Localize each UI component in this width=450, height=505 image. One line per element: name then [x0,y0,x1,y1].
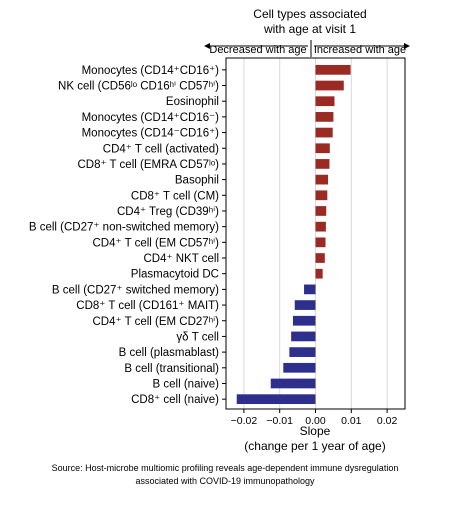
bar [315,143,330,154]
decreased-direction-arrow [204,43,308,49]
bar [294,300,316,310]
increased-with-age-label: Increased with age [314,44,406,56]
bar [236,394,316,405]
category-label: CD4⁺ NKT cell [143,253,219,265]
category-label: CD8⁺ T cell (EMRA CD57ˡᵒ) [77,159,219,171]
bar [315,206,327,216]
category-label: B cell (transitional) [124,363,219,375]
bar [270,378,316,389]
bar [292,315,316,326]
bar [315,112,334,122]
bar [304,284,316,295]
category-label: B cell (plasmablast) [119,347,220,359]
category-label: CD4⁺ T cell (EM CD27ʰⁱ) [93,315,220,328]
category-label: CD4⁺ T cell (activated) [103,143,219,155]
bar [291,331,316,342]
bar [315,253,325,263]
chart-header: Cell types associated with age at visit … [204,7,410,57]
category-label: Plasmacytoid DC [131,269,219,281]
category-labels: Monocytes (CD14⁺CD16⁺) NK cell (CD56ˡᵒ CD… [29,65,226,406]
bar [315,80,344,91]
category-label: B cell (CD27⁺ switched memory) [52,284,219,296]
bars [236,64,351,405]
x-tick-label: −0.01 [266,415,293,427]
bar [315,190,328,201]
x-tick-label: 0.01 [341,415,362,427]
source-note-line-2: associated with COVID-19 immunopathology [135,476,315,486]
chart-title-line-1: Cell types associated [253,7,366,21]
category-label: Eosinophil [166,96,219,108]
decreased-with-age-label: Decreased with age [209,44,306,56]
x-tick-label: 0.00 [305,415,326,427]
category-label: Monocytes (CD14⁻CD16⁺) [82,128,220,140]
bar [315,221,326,232]
category-label: B cell (CD27⁺ non-switched memory) [29,222,219,234]
x-tick-label: 0.02 [377,415,398,427]
bar [315,96,335,107]
x-axis-title-line-1: Slope [300,424,331,438]
bar [315,64,351,75]
category-label: Monocytes (CD14⁺CD16⁺) [82,65,220,77]
category-label: Monocytes (CD14⁺CD16⁻) [82,112,220,124]
category-label: CD8⁺ T cell (CD161⁺ MAIT) [76,300,219,312]
bar [315,127,333,138]
chart-title-line-2: with age at visit 1 [263,22,356,36]
source-note-line-1: Source: Host-microbe multiomic profiling… [52,463,399,473]
category-label: CD4⁺ T cell (EM CD57ʰⁱ) [93,236,220,249]
x-axis: −0.02 −0.01 0.00 0.01 0.02 [231,409,398,427]
category-label: CD8⁺ T cell (CM) [131,190,219,202]
category-label: γδ T cell [176,331,219,343]
x-tick-label: −0.02 [231,415,258,427]
increased-direction-arrow [314,43,410,49]
category-label: Basophil [175,175,219,187]
category-label: CD4⁺ Treg (CD39ʰⁱ) [117,205,219,218]
bar [283,362,316,373]
bar [315,268,323,279]
bar [289,347,316,357]
category-label: NK cell (CD56ˡᵒ CD16ʰⁱ CD57ʰⁱ) [58,80,219,93]
bar [315,174,329,185]
bar [315,159,330,169]
bar [315,237,326,248]
x-axis-title-line-2: (change per 1 year of age) [244,439,385,453]
category-label: B cell (naive) [153,378,220,390]
category-label: CD8⁺ cell (naive) [131,394,219,406]
